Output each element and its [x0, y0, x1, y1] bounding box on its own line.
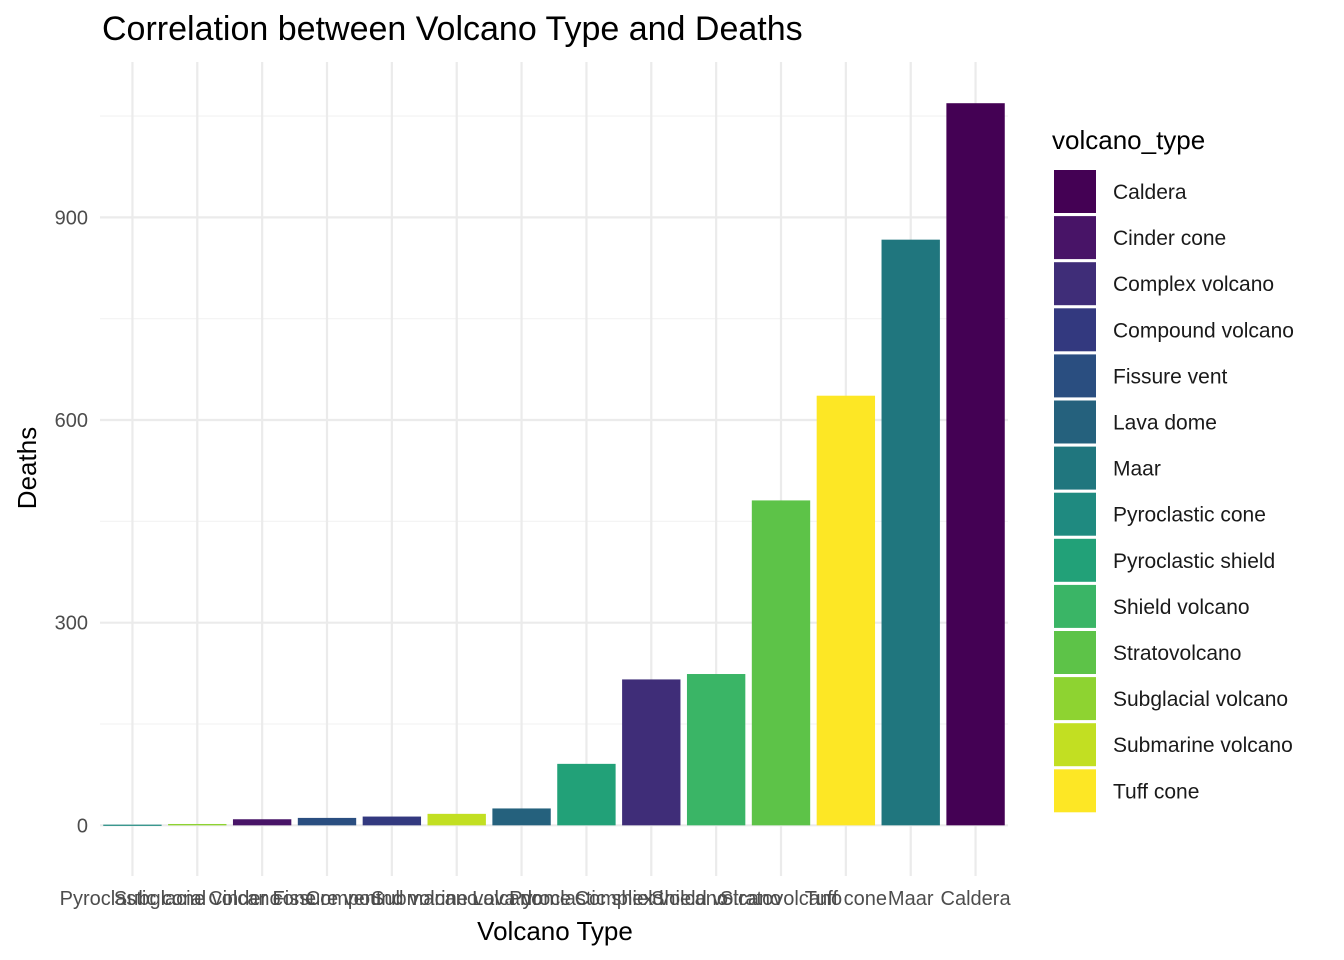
x-tick-label: Shield volcano	[651, 888, 781, 910]
legend-key-lava-dome	[1054, 400, 1096, 444]
legend-label: Compound volcano	[1113, 319, 1294, 342]
y-tick-label: 600	[55, 410, 88, 432]
legend-key-stratovolcano	[1054, 631, 1096, 674]
x-tick-label: Caldera	[941, 888, 1012, 910]
legend-key-pyroclastic-cone	[1054, 492, 1096, 536]
bar-tuff-cone	[816, 395, 876, 826]
legend-label: Lava dome	[1113, 412, 1217, 435]
legend-label: Shield volcano	[1113, 596, 1250, 619]
x-axis-title: Volcano Type	[477, 916, 633, 946]
legend-label: Pyroclastic cone	[1113, 504, 1266, 527]
bar-submarine-volcano	[427, 813, 486, 826]
bars	[103, 103, 1005, 826]
legend-key-shield-volcano	[1054, 584, 1096, 628]
y-tick-label: 300	[55, 613, 88, 635]
legend: volcano_type Caldera Cinder cone Complex v…	[1052, 125, 1294, 813]
bar-maar	[881, 239, 940, 826]
bar-subglacial-volcano	[168, 823, 227, 826]
legend-label: Complex volcano	[1113, 273, 1274, 296]
legend-label: Pyroclastic shield	[1113, 550, 1275, 573]
bar-compound-volcano	[362, 816, 422, 826]
x-tick-label: Pyroclastic cone	[60, 888, 206, 910]
x-tick-label: Lava dome	[472, 888, 571, 910]
bar-cinder-cone	[232, 819, 292, 826]
bar-pyroclastic-shield	[557, 763, 616, 826]
legend-label: Subglacial volcano	[1113, 688, 1288, 711]
bar-shield-volcano	[686, 674, 746, 826]
legend-key-pyroclastic-shield	[1054, 538, 1096, 582]
x-tick-label: Tuff cone	[805, 888, 887, 910]
legend-label: Fissure vent	[1113, 365, 1228, 388]
legend-label: Caldera	[1113, 181, 1187, 204]
legend-label: Cinder cone	[1113, 227, 1226, 250]
y-axis-ticks: 0 300 600 900	[55, 207, 88, 837]
legend-key-tuff-cone	[1054, 769, 1096, 813]
x-tick-label: Maar	[888, 888, 934, 910]
legend-key-maar	[1054, 446, 1096, 490]
x-tick-label: Submarine volcano	[371, 888, 542, 910]
x-tick-label: Fissure vent	[273, 888, 382, 910]
legend-label: Maar	[1113, 458, 1161, 481]
legend-title: volcano_type	[1052, 125, 1205, 155]
bar-pyroclastic-cone	[103, 824, 162, 826]
bar-stratovolcano	[751, 500, 811, 826]
legend-key-cinder-cone	[1054, 216, 1096, 260]
y-tick-label: 0	[77, 815, 88, 837]
legend-key-caldera	[1054, 170, 1096, 213]
bar-caldera	[946, 103, 1005, 826]
y-tick-label: 900	[55, 207, 88, 229]
x-tick-label: Pyroclastic shield	[509, 888, 664, 910]
legend-key-subglacial-volcano	[1054, 677, 1096, 721]
legend-key-fissure-vent	[1054, 354, 1096, 398]
bar-lava-dome	[492, 808, 551, 826]
bar-complex-volcano	[622, 679, 681, 826]
legend-key-complex-volcano	[1054, 262, 1096, 306]
legend-label: Stratovolcano	[1113, 642, 1241, 665]
x-tick-label: Cinder cone	[208, 888, 316, 910]
x-tick-label: Compound volcano	[306, 888, 478, 910]
x-tick-label: Stratovolcano	[720, 888, 842, 910]
chart-title: Correlation between Volcano Type and Dea…	[102, 10, 803, 48]
bar-fissure-vent	[297, 817, 357, 826]
legend-label: Tuff cone	[1113, 780, 1199, 803]
legend-key-submarine-volcano	[1054, 723, 1096, 767]
legend-key-compound-volcano	[1054, 308, 1096, 352]
legend-label: Submarine volcano	[1113, 734, 1293, 757]
x-tick-label: Complex volcano	[575, 888, 728, 910]
x-tick-label: Subglacial volcano	[114, 888, 281, 910]
y-axis-title: Deaths	[12, 427, 42, 509]
